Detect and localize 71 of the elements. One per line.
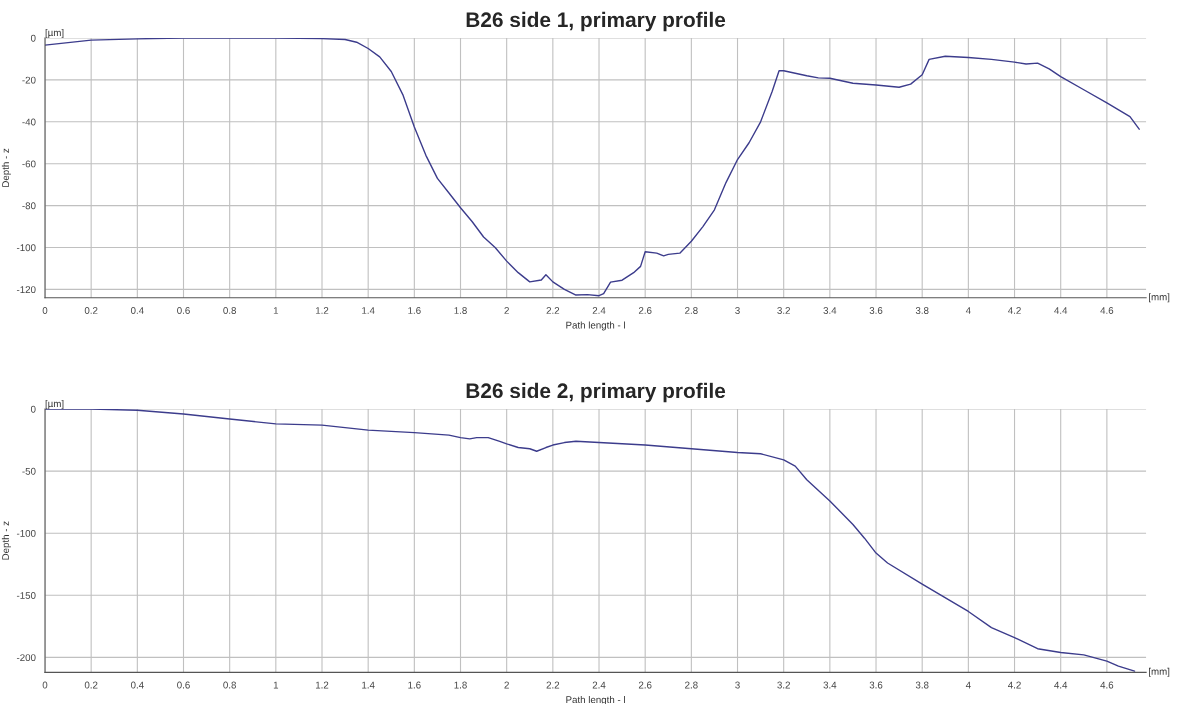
x-tick-label: 2.4 xyxy=(592,307,606,314)
text: [µm] xyxy=(45,399,64,410)
x-tick-label: 2 xyxy=(504,307,509,314)
y-tick-label: -100 xyxy=(16,529,36,537)
x-axis-title: Path length - l xyxy=(566,321,625,331)
x-tick-label: 3 xyxy=(735,681,740,689)
line-series xyxy=(44,38,1140,297)
x-tick-label: 4.4 xyxy=(1054,681,1068,689)
x-tick-label: 4.6 xyxy=(1100,307,1114,314)
y-tick-label: -20 xyxy=(22,76,36,84)
x-tick-label: 0 xyxy=(42,307,48,314)
y-axis-title: Depth - z xyxy=(1,521,11,560)
x-tick-label: 4.6 xyxy=(1100,681,1114,689)
x-tick-label: 2.4 xyxy=(592,681,606,689)
x-tick-label: 2.6 xyxy=(638,681,652,689)
x-tick-label: 0.2 xyxy=(84,307,98,314)
y-tick-label: -200 xyxy=(16,654,36,662)
x-tick-label: 2.2 xyxy=(546,681,560,689)
chart-title: B26 side 2, primary profile xyxy=(466,382,726,403)
x-tick-label: 2.8 xyxy=(685,681,698,689)
x-tick-label: 1.4 xyxy=(362,681,375,689)
x-tick-label: 2.2 xyxy=(546,307,560,314)
x-tick-label: 4 xyxy=(965,681,971,689)
y-tick-label: -40 xyxy=(22,118,36,126)
x-tick-label: 3.6 xyxy=(869,307,883,314)
x-tick-label: 1.8 xyxy=(454,307,467,314)
x-tick-label: 3.6 xyxy=(869,681,883,689)
x-tick-label: 3.4 xyxy=(823,307,837,314)
x-tick-label: 3.8 xyxy=(915,307,929,314)
x-tick-label: 3.8 xyxy=(915,681,929,689)
annotation: [µm] xyxy=(45,28,64,39)
y-tick-label: -60 xyxy=(22,160,36,168)
y-tick-label: -80 xyxy=(22,202,36,210)
x-tick-label: 0.8 xyxy=(223,681,236,689)
line-series xyxy=(44,409,1136,672)
x-tick-label: 3.2 xyxy=(777,681,790,689)
x-tick-label: 0.4 xyxy=(130,681,144,689)
y-tick-label: -100 xyxy=(16,244,36,252)
x-tick-label: 1.2 xyxy=(315,681,329,689)
y-tick-label: -150 xyxy=(16,592,36,599)
x-tick-label: 2.8 xyxy=(685,307,698,314)
x-tick-label: 3.2 xyxy=(777,307,790,314)
x-tick-label: 3 xyxy=(735,307,740,314)
x-tick-label: 0.4 xyxy=(130,307,144,314)
x-tick-label: 1.2 xyxy=(315,307,329,314)
text: [mm] xyxy=(1149,667,1170,677)
x-tick-label: 4.2 xyxy=(1008,681,1021,689)
x-tick-label: 1.4 xyxy=(362,307,375,314)
y-tick-label: -120 xyxy=(16,286,36,294)
x-tick-label: 4.2 xyxy=(1008,307,1021,314)
y-tick-label: 0 xyxy=(30,34,36,42)
x-tick-label: 0 xyxy=(42,681,48,689)
y-axis-title: Depth - z xyxy=(1,148,11,187)
x-tick-label: 2 xyxy=(504,681,509,689)
chart-title: B26 side 1, primary profile xyxy=(466,11,726,32)
x-tick-label: 0.2 xyxy=(84,681,98,689)
x-tick-label: 4.4 xyxy=(1054,307,1068,314)
x-tick-label: 0.6 xyxy=(177,681,190,689)
x-tick-label: 0.8 xyxy=(223,307,236,314)
x-tick-label: 2.6 xyxy=(638,307,652,314)
x-tick-label: 1.6 xyxy=(408,681,421,689)
x-tick-label: 1.6 xyxy=(408,307,421,314)
x-tick-label: 1 xyxy=(273,681,279,689)
y-tick-label: 0 xyxy=(30,405,36,413)
x-tick-label: 3.4 xyxy=(823,681,837,689)
y-tick-label: -50 xyxy=(22,467,36,475)
text: [mm] xyxy=(1149,293,1170,303)
x-tick-label: 1 xyxy=(273,307,279,314)
x-tick-label: 0.6 xyxy=(177,307,190,314)
x-tick-label: 4 xyxy=(965,307,971,314)
x-tick-label: 1.8 xyxy=(454,681,467,689)
